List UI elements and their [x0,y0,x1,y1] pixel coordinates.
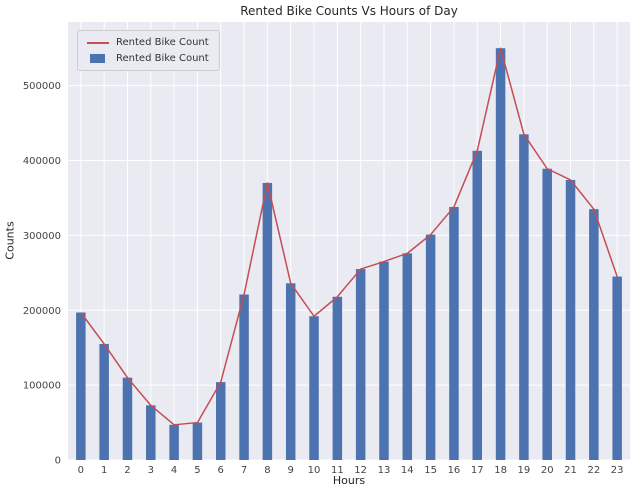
x-tick-label: 3 [148,465,154,476]
bar [192,422,203,460]
y-tick-label: 100000 [23,381,61,392]
x-tick-label: 14 [401,465,414,476]
y-axis-label: Counts [3,221,17,260]
x-tick-label: 7 [241,465,247,476]
legend: Rented Bike Count Rented Bike Count [77,30,220,71]
chart-title: Rented Bike Counts Vs Hours of Day [240,4,458,18]
legend-label-bar: Rented Bike Count [116,53,209,64]
bar [589,209,599,460]
bar [99,343,109,460]
bar [262,182,273,460]
x-tick-label: 21 [564,465,577,476]
plot-background [68,22,630,460]
bar [565,179,576,460]
legend-item-line: Rented Bike Count [87,37,209,48]
line-legend-marker [87,41,109,44]
bar [239,294,249,460]
bar [612,276,622,460]
y-tick-label: 200000 [23,306,61,317]
x-tick-label: 16 [448,465,461,476]
y-tick-label: 500000 [23,81,61,92]
bar [122,377,133,460]
x-tick-label: 22 [587,465,600,476]
x-tick-label: 8 [264,465,270,476]
bar [332,296,343,460]
x-tick-label: 0 [78,465,84,476]
x-tick-label: 15 [424,465,437,476]
legend-item-bar: Rented Bike Count [87,53,209,64]
bar [542,168,552,460]
bar [285,283,296,460]
bar [76,312,86,460]
bar [355,269,366,460]
x-tick-label: 2 [124,465,130,476]
bar [519,134,529,461]
bar [215,382,226,460]
y-tick-label: 0 [55,456,61,467]
x-tick-label: 11 [331,465,344,476]
x-tick-label: 23 [611,465,624,476]
x-tick-label: 4 [171,465,177,476]
x-tick-label: 19 [518,465,531,476]
x-axis-label: Hours [332,474,366,487]
x-tick-label: 1 [101,465,107,476]
bar [495,48,506,460]
y-tick-label: 300000 [23,231,61,242]
bar [309,316,319,460]
bar [146,405,156,460]
y-tick-label: 400000 [23,156,61,167]
bar [379,261,389,460]
x-tick-label: 10 [308,465,321,476]
x-tick-label: 20 [541,465,554,476]
bar [449,206,459,460]
bar [472,150,483,460]
line-series [80,47,618,426]
x-tick-label: 18 [494,465,507,476]
bar [169,424,179,460]
x-tick-label: 9 [288,465,294,476]
x-tick-label: 13 [378,465,391,476]
legend-label-line: Rented Bike Count [116,37,209,48]
x-tick-label: 17 [471,465,484,476]
x-tick-label: 6 [218,465,224,476]
x-tick-label: 12 [354,465,367,476]
bar [425,234,436,460]
x-tick-label: 5 [194,465,200,476]
bar [402,253,413,460]
bar-legend-marker [90,54,105,63]
